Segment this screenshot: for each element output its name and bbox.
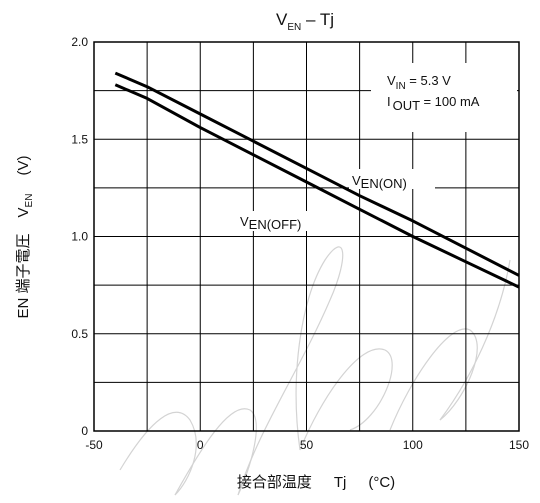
- series-label-off: VEN(OFF): [240, 214, 301, 232]
- x-axis-label: 接合部温度 Tj (°C): [237, 474, 395, 491]
- x-tick-label: 0: [197, 438, 204, 452]
- chart-title: VEN – Tj: [276, 10, 334, 33]
- y-tick-label: 2.0: [71, 35, 88, 49]
- series-label-on: VEN(ON): [352, 173, 407, 191]
- y-axis-label: EN 端子電圧VEN(V): [15, 156, 35, 319]
- x-tick-label: 150: [509, 438, 529, 452]
- conditions-box: VIN = 5.3 V I OUT = 100 mA: [371, 63, 517, 132]
- watermark: [120, 247, 510, 495]
- y-tick-label: 0: [81, 424, 88, 438]
- x-tick-label: -50: [85, 438, 103, 452]
- x-tick-label: 50: [300, 438, 314, 452]
- y-tick-label: 0.5: [71, 327, 88, 341]
- y-tick-label: 1.5: [71, 132, 88, 146]
- x-tick-label: 100: [403, 438, 423, 452]
- y-tick-label: 1.0: [71, 230, 88, 244]
